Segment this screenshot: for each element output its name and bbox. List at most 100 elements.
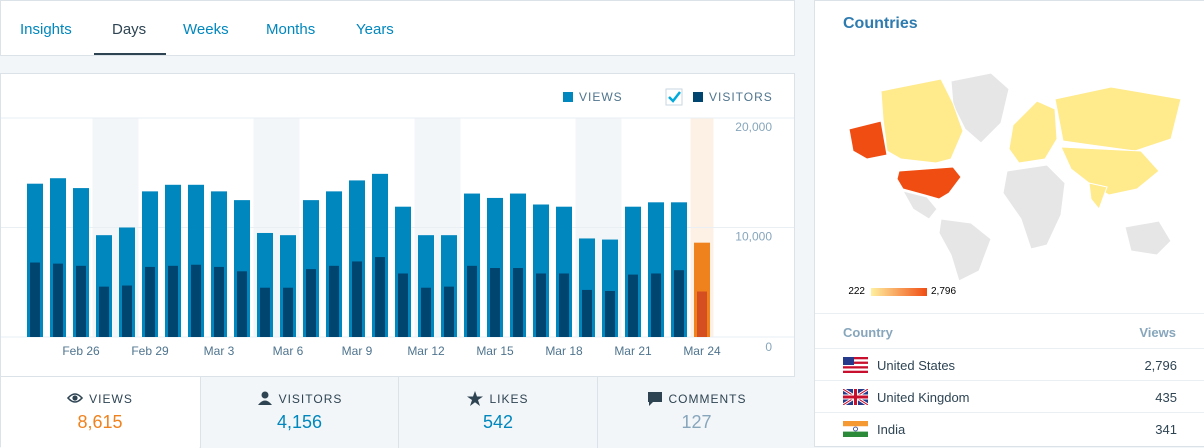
summary-label: VIEWS [89, 391, 133, 406]
visitors-bar [122, 285, 132, 337]
legend-swatch [693, 92, 703, 102]
visitors-bar [145, 266, 155, 337]
summary-label-row: COMMENTS [598, 391, 796, 406]
visitors-bar [421, 287, 431, 337]
summary-icon [467, 391, 484, 406]
visitors-bar [283, 287, 293, 337]
visitors-bar [559, 273, 569, 337]
y-tick-label: 0 [765, 340, 772, 354]
divider [815, 313, 1204, 314]
country-views: 341 [1155, 422, 1177, 437]
africa [1002, 164, 1066, 250]
col-header: Views [1139, 325, 1176, 340]
country-row: United States 2,796 [815, 348, 1204, 381]
visitors-bar [444, 286, 454, 337]
country-name: United Kingdom [877, 390, 970, 405]
tab[interactable]: Days [112, 21, 147, 38]
x-tick-label: Mar 9 [342, 344, 373, 358]
visitors-bar [53, 263, 63, 337]
x-tick-label: Mar 3 [204, 344, 235, 358]
visitors-bar [582, 289, 592, 337]
visitors-bar [99, 286, 109, 337]
india [1088, 182, 1108, 211]
tab[interactable]: Months [266, 21, 316, 38]
x-tick-label: Mar 6 [273, 344, 304, 358]
chart: 0 10,000 20,000 Feb 26 Feb 29 Mar 3 Mar 6 Mar 9… [1, 88, 794, 358]
legend-label: VISITORS [709, 90, 773, 104]
tab[interactable]: Weeks [183, 21, 229, 38]
legend-swatch [563, 92, 573, 102]
summary-icon [257, 391, 272, 405]
russia [1054, 86, 1182, 152]
country-name: India [877, 422, 906, 437]
summary-value: 127 [681, 412, 712, 432]
visitors-bar [398, 273, 408, 337]
visitors-bar [628, 274, 638, 337]
visitors-bar [674, 270, 684, 337]
scale-bar [871, 288, 927, 296]
summary-label-row: LIKES [399, 391, 597, 406]
visitors-bar [168, 265, 178, 337]
x-tick-label: Feb 26 [62, 344, 100, 358]
tab[interactable]: Insights [20, 21, 72, 38]
visitors-bar [260, 287, 270, 337]
x-tick-label: Feb 29 [131, 344, 169, 358]
summary: VIEWS 8,615 VISITORS 4,156 LIKES 542 COMMENTS 1… [1, 376, 796, 448]
tab[interactable]: Years [356, 21, 394, 38]
summary-icon [647, 392, 662, 406]
scale-max: 2,796 [931, 286, 957, 297]
summary-cell[interactable]: COMMENTS 127 [596, 377, 796, 448]
tabs-bar: Insights Days Weeks Months Years [0, 0, 795, 56]
australia [1124, 220, 1172, 256]
visitors-bar [697, 291, 707, 337]
countries-panel: Countries 222 2,796 Country Views United… [814, 0, 1204, 447]
summary-cell[interactable]: VISITORS 4,156 [199, 377, 399, 448]
visitors-bar [467, 265, 477, 337]
chart-panel: 0 10,000 20,000 Feb 26 Feb 29 Mar 3 Mar 6 Mar 9… [0, 73, 796, 448]
visitors-bar [191, 264, 201, 337]
visitors-bar [513, 268, 523, 337]
summary-label: COMMENTS [668, 391, 747, 406]
summary-label-row: VISITORS [201, 391, 399, 406]
x-tick-label: Mar 24 [683, 344, 721, 358]
summary-value: 4,156 [276, 412, 323, 432]
visitors-bar [651, 273, 661, 337]
world-map [848, 72, 1182, 281]
country-row: United Kingdom 435 [815, 380, 1204, 413]
alaska [848, 120, 888, 160]
summary-cell[interactable]: LIKES 542 [398, 377, 597, 448]
legend-checkbox [665, 88, 683, 106]
y-tick-label: 10,000 [735, 230, 772, 244]
visitors-bar [536, 273, 546, 337]
visitors-bar [30, 262, 40, 337]
visitors-bar [237, 271, 247, 337]
tab-underline [94, 53, 166, 55]
summary-label: VISITORS [278, 391, 343, 406]
checkmark [668, 91, 681, 103]
visitors-bar [605, 291, 615, 337]
col-header: Country [843, 325, 893, 340]
y-tick-label: 20,000 [735, 120, 772, 134]
summary-value: 542 [482, 412, 514, 432]
summary-cell[interactable]: VIEWS 8,615 [1, 377, 199, 448]
mexico [902, 190, 938, 220]
canada [880, 78, 964, 164]
country-row: India 341 [815, 412, 1204, 445]
visitors-bar [329, 265, 339, 337]
country-views: 2,796 [1144, 358, 1177, 373]
usa [896, 166, 962, 200]
scale-min: 222 [848, 286, 865, 297]
summary-value: 8,615 [77, 412, 123, 432]
summary-label: LIKES [489, 391, 529, 406]
country-name: United States [877, 358, 956, 373]
visitors-bar [214, 266, 224, 337]
visitors-bar [375, 257, 385, 337]
x-tick-label: Mar 12 [407, 344, 445, 358]
visitors-bar [306, 269, 316, 337]
europe [1008, 100, 1058, 164]
country-views: 435 [1155, 390, 1177, 405]
south-america [938, 218, 992, 281]
flag-uk [843, 389, 868, 405]
flag-in [843, 421, 868, 437]
